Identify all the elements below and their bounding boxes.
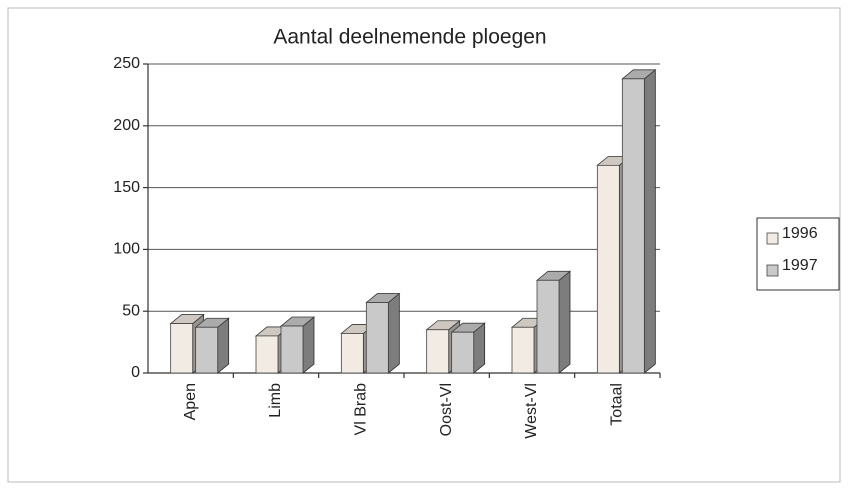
x-tick-label: Vl Brab [353,383,370,436]
legend-box [756,217,840,291]
bar [170,323,194,374]
legend-label: 1996 [782,225,818,242]
y-tick-label: 200 [113,117,140,134]
bar [255,335,279,374]
y-tick-label: 250 [113,55,140,72]
bar-side [302,316,315,374]
y-tick-label: 0 [131,364,140,381]
bar-side [387,292,400,374]
y-tick-label: 50 [122,302,140,319]
bar [511,326,535,374]
x-tick-label: Limb [267,383,284,418]
bar [340,333,364,374]
x-tick-label: Totaal [609,383,626,426]
bar [536,279,560,374]
chart-border [7,7,841,483]
x-tick-label: West-Vl [523,383,540,439]
bar [596,164,620,374]
y-tick-label: 100 [113,241,140,258]
x-tick-label: Oost-Vl [438,383,455,436]
bar [365,302,389,374]
bar-side [643,68,656,374]
bar [195,326,219,374]
legend-label: 1997 [782,257,818,274]
bar-side [217,317,230,374]
chart-title: Aantal deelnemende ploegen [273,26,546,49]
bar [280,325,304,374]
bar-side [558,270,571,374]
legend-swatch [766,264,779,277]
bar [621,78,645,374]
x-tick-label: Apen [182,383,199,420]
legend-swatch [766,232,779,245]
y-tick-label: 150 [113,179,140,196]
bar [426,329,450,374]
bar [451,331,475,374]
